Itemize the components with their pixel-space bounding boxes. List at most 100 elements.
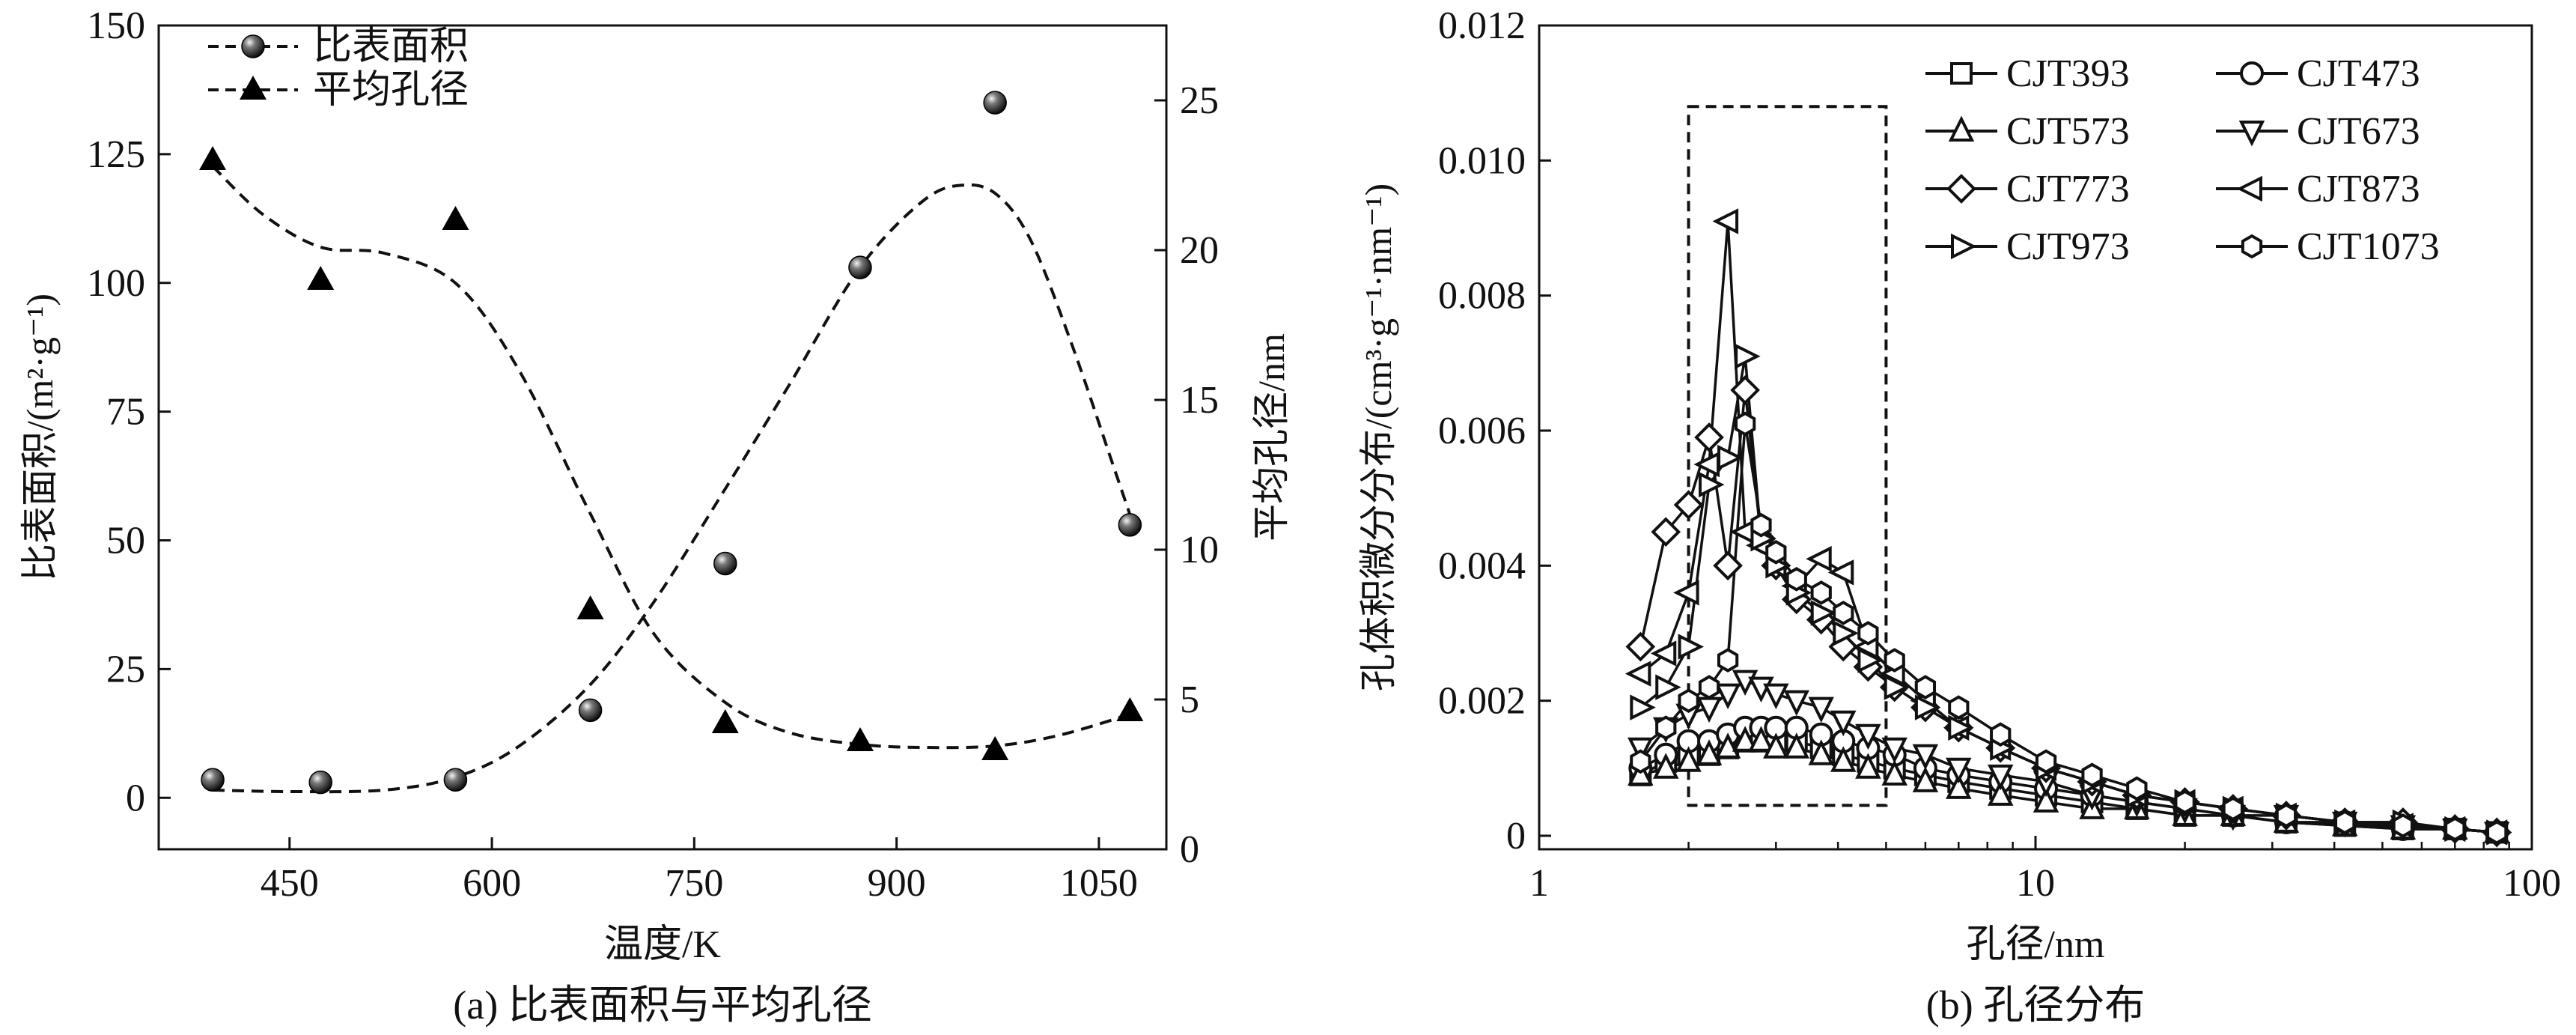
point-CJT1073	[1735, 411, 1756, 437]
point-CJT573	[1783, 732, 1810, 759]
legend-marker-CJT773	[1946, 174, 1976, 204]
panel-b-legend: CJT393 CJT473 CJT573 CJT673 CJT773 CJT873 CJT9…	[1925, 52, 2440, 268]
point-CJT1073	[1810, 580, 1832, 605]
surface-area-point	[848, 255, 872, 279]
pore-size-point	[981, 736, 1009, 760]
point-CJT1073	[1698, 675, 1720, 699]
point-CJT1073	[2275, 803, 2298, 828]
right-y-tick-label: 25	[1180, 79, 1219, 122]
point-CJT573	[1912, 766, 1939, 792]
legend-marker-CJT1073	[2241, 234, 2263, 259]
legend-label: CJT473	[2297, 52, 2420, 95]
point-CJT1073	[1785, 567, 1807, 592]
point-CJT973	[1833, 620, 1859, 646]
panel-a-left-y-axis-label: 比表面积/(m²·g⁻¹)	[19, 294, 61, 581]
legend-marker-CJT973	[1951, 233, 1977, 260]
point-CJT773	[1651, 517, 1681, 547]
left-y-tick-label: 100	[87, 262, 145, 305]
legend-label: CJT573	[2006, 110, 2130, 153]
legend-label: CJT773	[2006, 168, 2130, 210]
point-CJT973	[1717, 444, 1744, 471]
x-tick-label: 10	[2016, 862, 2055, 905]
point-CJT573	[1987, 780, 2014, 806]
left-y-tick-label: 150	[87, 4, 145, 47]
x-tick-label: 900	[868, 862, 926, 905]
point-CJT1073	[2126, 776, 2148, 801]
legend-marker-CJT673	[2238, 121, 2265, 147]
point-CJT1073	[2334, 810, 2356, 835]
fit-curve-pore-size	[211, 165, 1130, 750]
point-CJT573	[1946, 773, 1972, 799]
point-CJT573	[1714, 732, 1741, 759]
point-CJT973	[1655, 674, 1681, 700]
y-tick-label: 0	[1506, 815, 1526, 858]
point-CJT573	[1855, 753, 1881, 779]
panel-b-markers	[1625, 208, 2512, 848]
surface-area-point	[201, 768, 225, 792]
x-tick-label: 750	[665, 862, 723, 905]
y-tick-label: 0.012	[1438, 4, 1526, 47]
point-CJT773	[1713, 550, 1743, 581]
legend-triangle-marker	[240, 76, 267, 100]
legend-label: CJT1073	[2297, 225, 2440, 268]
panel-a-caption: (a) 比表面积与平均孔径	[453, 983, 871, 1028]
point-CJT973	[1884, 674, 1910, 700]
panel-a-markers	[199, 91, 1144, 795]
point-CJT973	[1699, 471, 1725, 498]
pore-size-point	[576, 595, 604, 619]
panel-b-ticks: 1 10 100 0 0.002 0.004 0.006 0.008 0.010 0.012	[1438, 4, 2561, 905]
x-tick-label: 1050	[1060, 862, 1138, 905]
legend-label: 平均孔径	[313, 69, 469, 112]
surface-area-point	[578, 698, 603, 723]
point-CJT873	[1625, 661, 1651, 687]
point-CJT1073	[1948, 695, 1970, 720]
series-line-CJT973	[1639, 356, 2497, 834]
point-CJT1073	[1750, 512, 1772, 538]
point-CJT1073	[1678, 688, 1699, 713]
point-CJT673	[1732, 670, 1759, 696]
surface-area-point	[713, 551, 737, 576]
left-y-tick-label: 0	[126, 777, 145, 819]
y-tick-label: 0.002	[1438, 680, 1526, 723]
panel-a-ticks: 450 600 750 900 1050 0 25 50 75 100 125 150 0 5 10 15 20…	[87, 4, 1219, 905]
point-CJT773	[1673, 490, 1704, 520]
pore-size-point	[846, 727, 874, 751]
surface-area-point	[983, 91, 1007, 115]
series-line-CJT773	[1639, 389, 2497, 834]
x-tick-label: 600	[463, 862, 521, 905]
point-CJT873	[1650, 640, 1677, 667]
point-CJT1073	[2222, 796, 2244, 822]
y-tick-label: 0.006	[1438, 410, 1526, 452]
y-tick-label: 0.010	[1438, 139, 1526, 182]
left-y-tick-label: 25	[106, 648, 145, 690]
point-CJT1073	[1990, 722, 2012, 747]
legend-label: CJT673	[2297, 110, 2420, 153]
fit-curve-surface-area	[213, 183, 1132, 794]
x-tick-label: 100	[2503, 862, 2561, 905]
pore-size-point	[711, 709, 739, 733]
panel-a-right-y-axis-label: 平均孔径/nm	[1250, 333, 1292, 541]
panel-b-y-axis-label: 孔体积微分分布/(cm³·g⁻¹·nm⁻¹)	[1357, 183, 1399, 691]
point-CJT573	[1763, 732, 1789, 759]
point-CJT973	[1810, 600, 1837, 626]
point-CJT1073	[2444, 816, 2466, 842]
pore-size-point	[442, 206, 469, 230]
point-CJT673	[1808, 696, 1834, 723]
legend-marker-CJT473	[2240, 61, 2264, 85]
point-CJT1073	[2392, 813, 2414, 838]
point-CJT873	[1827, 559, 1854, 586]
legend-label: CJT873	[2297, 168, 2420, 210]
point-CJT673	[1912, 744, 1939, 771]
x-tick-label: 450	[261, 862, 319, 905]
left-y-tick-label: 125	[87, 133, 145, 176]
point-CJT1073	[2081, 762, 2103, 788]
point-CJT573	[1653, 753, 1679, 779]
point-CJT673	[1783, 690, 1810, 717]
pore-size-point	[307, 266, 335, 290]
point-CJT1073	[1833, 601, 1854, 625]
point-CJT773	[1730, 375, 1760, 405]
point-CJT1073	[1857, 621, 1879, 646]
panel-a-plot-frame	[157, 24, 1168, 851]
x-tick-label: 1	[1529, 862, 1549, 905]
right-y-tick-label: 5	[1180, 679, 1199, 721]
